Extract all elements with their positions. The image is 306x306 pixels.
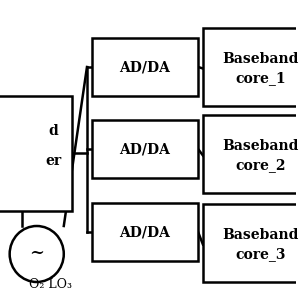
Bar <box>203 204 306 282</box>
Bar <box>92 38 198 96</box>
Bar <box>92 120 198 178</box>
Text: Baseband: Baseband <box>223 228 299 242</box>
Text: d: d <box>48 124 58 138</box>
Text: O₂ LO₃: O₂ LO₃ <box>29 278 72 290</box>
Text: er: er <box>45 154 61 168</box>
Text: AD/DA: AD/DA <box>120 60 170 74</box>
Text: Baseband: Baseband <box>223 52 299 66</box>
Text: core_2: core_2 <box>236 158 286 172</box>
Text: core_3: core_3 <box>236 247 286 261</box>
Text: AD/DA: AD/DA <box>120 142 170 156</box>
Text: Baseband: Baseband <box>223 139 299 153</box>
Text: AD/DA: AD/DA <box>120 225 170 239</box>
Bar <box>203 28 306 106</box>
Circle shape <box>10 226 64 282</box>
Bar <box>0 96 73 211</box>
Text: core_1: core_1 <box>236 71 286 85</box>
Text: ~: ~ <box>29 244 44 262</box>
Bar <box>92 203 198 261</box>
Bar <box>203 115 306 193</box>
